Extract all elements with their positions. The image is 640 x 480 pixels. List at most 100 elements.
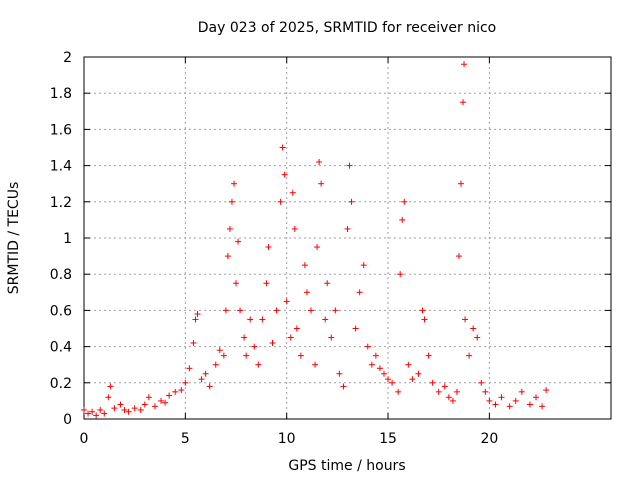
data-point xyxy=(401,198,408,205)
data-point xyxy=(316,158,323,165)
data-point xyxy=(141,401,148,408)
data-point xyxy=(352,325,359,332)
data-point xyxy=(287,334,294,341)
data-point xyxy=(308,307,315,314)
x-axis-label: GPS time / hours xyxy=(288,458,405,474)
data-point xyxy=(277,198,284,205)
data-point xyxy=(415,370,422,377)
data-point xyxy=(101,410,108,417)
data-point xyxy=(192,316,199,323)
data-point xyxy=(269,339,276,346)
data-point xyxy=(190,339,197,346)
data-point xyxy=(372,352,379,359)
data-point xyxy=(281,171,288,178)
data-point xyxy=(265,244,272,251)
data-point xyxy=(224,253,231,260)
data-point xyxy=(478,379,485,386)
axis-ticks xyxy=(83,56,611,420)
data-point xyxy=(425,352,432,359)
chart-title: Day 023 of 2025, SRMTID for receiver nic… xyxy=(198,20,496,36)
x-tick-label: 15 xyxy=(379,431,397,447)
data-point xyxy=(506,403,513,410)
data-point xyxy=(131,405,138,412)
data-point xyxy=(255,361,262,368)
data-point xyxy=(297,352,304,359)
data-point xyxy=(512,397,519,404)
data-point xyxy=(233,280,240,287)
data-point xyxy=(89,408,96,415)
y-tick-label: 1 xyxy=(63,231,72,247)
data-point xyxy=(166,392,173,399)
y-tick-label: 1.4 xyxy=(50,159,72,175)
data-point xyxy=(526,401,533,408)
data-point xyxy=(328,334,335,341)
data-point xyxy=(312,361,319,368)
data-point xyxy=(346,162,353,169)
data-point xyxy=(486,397,493,404)
data-point xyxy=(301,262,308,269)
data-point xyxy=(172,388,179,395)
y-axis-label: SRMTID / TECUs xyxy=(6,182,22,295)
data-point xyxy=(283,298,290,305)
data-point xyxy=(178,387,185,394)
data-point xyxy=(289,189,296,196)
data-point xyxy=(212,361,219,368)
data-point xyxy=(137,406,144,413)
data-point xyxy=(241,334,248,341)
x-tick-labels: 0 5 10 15 20 xyxy=(80,431,499,447)
data-point xyxy=(121,406,128,413)
data-point xyxy=(117,401,124,408)
data-point xyxy=(230,180,237,187)
y-tick-label: 2 xyxy=(63,50,72,66)
data-point xyxy=(455,253,462,260)
y-tick-labels: 0 0.2 0.4 0.6 0.8 1 1.2 1.4 1.6 1.8 2 xyxy=(50,50,72,428)
data-point xyxy=(429,379,436,386)
data-point xyxy=(194,311,201,318)
x-tick-label: 0 xyxy=(80,431,89,447)
data-point xyxy=(220,352,227,359)
data-point xyxy=(492,401,499,408)
data-point xyxy=(182,379,189,386)
data-point xyxy=(314,244,321,251)
data-point xyxy=(405,361,412,368)
data-point xyxy=(380,370,387,377)
data-point xyxy=(395,388,402,395)
data-point xyxy=(318,180,325,187)
data-point xyxy=(111,405,118,412)
data-point xyxy=(435,388,442,395)
data-point xyxy=(389,379,396,386)
data-point xyxy=(419,307,426,314)
data-point xyxy=(376,365,383,372)
data-point xyxy=(474,334,481,341)
data-point xyxy=(458,180,465,187)
x-tick-label: 10 xyxy=(278,431,296,447)
data-point xyxy=(273,307,280,314)
data-point xyxy=(356,289,363,296)
x-tick-label: 20 xyxy=(480,431,498,447)
data-point xyxy=(228,198,235,205)
data-point xyxy=(409,376,416,383)
data-point xyxy=(324,280,331,287)
data-point xyxy=(202,370,209,377)
plot-frame xyxy=(83,56,612,420)
y-tick-label: 0.8 xyxy=(50,267,72,283)
data-point xyxy=(247,316,254,323)
data-point xyxy=(259,316,266,323)
data-point xyxy=(216,347,223,354)
data-point xyxy=(97,406,104,413)
data-point xyxy=(158,397,165,404)
data-point xyxy=(263,280,270,287)
data-point xyxy=(543,387,550,394)
data-point xyxy=(470,325,477,332)
data-point xyxy=(81,406,87,413)
y-tick-label: 1.6 xyxy=(50,122,72,138)
data-point xyxy=(344,225,351,232)
data-point xyxy=(460,99,467,106)
y-tick-label: 0.2 xyxy=(50,376,72,392)
data-point xyxy=(539,403,546,410)
data-point xyxy=(151,403,158,410)
data-point xyxy=(145,394,152,401)
data-point xyxy=(198,376,205,383)
data-point xyxy=(235,238,242,245)
